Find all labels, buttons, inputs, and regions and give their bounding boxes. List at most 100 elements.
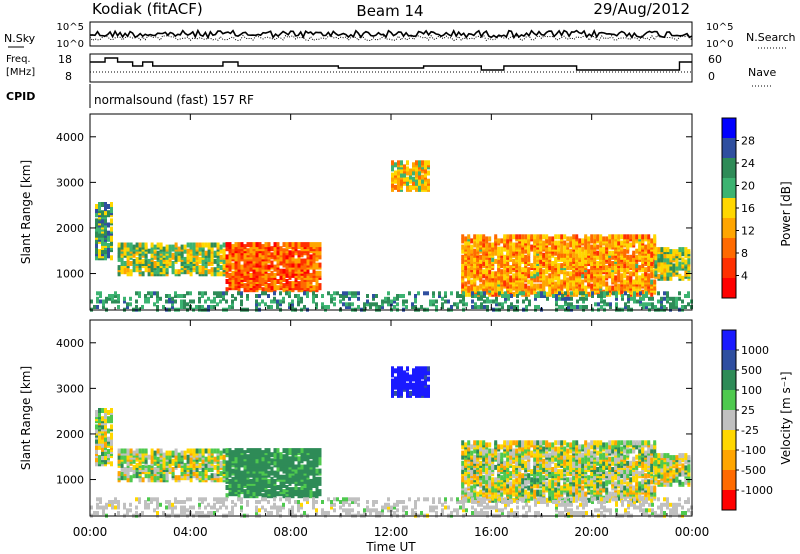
power-cell-2 [228, 254, 232, 260]
power-cell-near [204, 291, 207, 296]
power-cell-near [396, 296, 399, 301]
power-cell-0 [95, 222, 98, 228]
power-cell-near [675, 302, 678, 307]
velocity-cell-0 [110, 440, 113, 446]
power-cell-1 [171, 261, 175, 266]
power-cell-4 [536, 271, 540, 277]
power-cell-2 [252, 281, 256, 287]
velocity-cell-4 [482, 448, 486, 454]
power-cell-near [603, 294, 606, 298]
power-cell-4 [653, 279, 657, 285]
power-cell-4 [482, 279, 486, 285]
power-cell-2 [297, 256, 301, 262]
power-cell-near [216, 302, 219, 307]
velocity-cell-2 [228, 472, 232, 478]
power-cell-1 [132, 267, 136, 273]
power-cell-near [567, 305, 570, 309]
velocity-cell-3 [412, 376, 415, 382]
power-cell-near [156, 296, 159, 301]
velocity-cell-2 [285, 474, 289, 480]
velocity-cell-1 [177, 462, 181, 468]
power-cell-near [342, 302, 345, 307]
velocity-cell-1 [162, 456, 166, 462]
power-cell-4 [620, 240, 624, 246]
power-cell-4 [509, 252, 513, 258]
velocity-cell-2 [243, 489, 247, 495]
velocity-cell-2 [306, 489, 310, 495]
velocity-cell-4 [482, 479, 486, 485]
velocity-cell-4 [473, 454, 477, 460]
power-cell-near [627, 294, 630, 298]
velocity-cell-2 [249, 448, 253, 454]
power-cell-4 [581, 287, 585, 293]
power-cell-4 [560, 244, 564, 250]
power-cell-2 [276, 285, 280, 291]
power-cell-near [126, 305, 129, 309]
velocity-cell-2 [288, 487, 292, 493]
velocity-cell-2 [279, 452, 283, 458]
velocity-cell-4 [557, 469, 561, 475]
velocity-cell-0 [107, 428, 110, 434]
power-cell-near [246, 296, 249, 301]
velocity-cell-2 [309, 460, 313, 466]
velocity-cell-1 [207, 448, 211, 454]
power-cell-4 [470, 265, 474, 271]
power-cell-4 [518, 261, 522, 266]
power-cell-near [291, 299, 294, 304]
power-cell-near [585, 294, 588, 298]
power-cell-1 [123, 261, 127, 266]
power-cell-3 [421, 182, 424, 188]
velocity-cell-4 [539, 440, 543, 446]
power-cell-near [600, 296, 603, 301]
power-cell-near [285, 291, 288, 296]
velocity-cell-1 [201, 467, 205, 472]
velocity-cell-4 [506, 487, 510, 493]
power-cell-1 [189, 256, 193, 262]
power-cell-near [210, 299, 213, 304]
power-cell-2 [237, 248, 241, 254]
power-cell-near [210, 305, 213, 309]
power-cell-4 [626, 254, 630, 260]
power-cell-4 [623, 263, 627, 269]
power-cell-0 [104, 206, 107, 212]
velocity-cell-4 [485, 442, 489, 448]
velocity-cell-4 [512, 464, 516, 470]
velocity-cell-2 [231, 450, 235, 456]
power-cell-5 [663, 257, 667, 263]
power-cell-3 [424, 168, 427, 174]
power-cell-4 [506, 277, 510, 283]
power-cell-2 [297, 242, 301, 248]
power-cell-2 [318, 250, 322, 256]
velocity-cell-4 [545, 497, 549, 503]
power-cell-4 [464, 269, 468, 275]
velocity-cell-2 [294, 491, 298, 497]
power-cell-2 [258, 274, 262, 280]
power-cell-near [681, 305, 684, 309]
power-cell-near [102, 305, 105, 309]
power-cell-4 [641, 234, 645, 240]
power-cell-1 [144, 242, 148, 248]
power-cell-4 [515, 263, 519, 269]
power-cell-near [660, 296, 663, 301]
power-cell-1 [168, 252, 172, 258]
velocity-cell-3 [406, 376, 409, 382]
power-cell-4 [548, 289, 552, 295]
velocity-cell-2 [315, 476, 319, 482]
power-cell-2 [291, 281, 295, 287]
power-cell-1 [222, 258, 226, 264]
power-cell-0 [101, 218, 104, 224]
power-cell-near [207, 296, 210, 301]
power-cell-4 [623, 267, 627, 273]
power-cell-1 [156, 242, 160, 248]
power-cell-2 [297, 285, 301, 291]
velocity-cell-2 [261, 493, 265, 499]
velocity-cell-0 [95, 461, 98, 467]
power-cell-1 [168, 244, 172, 250]
power-cell-near [153, 291, 156, 296]
power-cell-near [537, 291, 540, 296]
power-cell-1 [120, 256, 124, 262]
power-cell-4 [545, 275, 549, 281]
power-cell-3 [412, 162, 415, 168]
power-cell-4 [500, 256, 504, 262]
velocity-cell-4 [530, 477, 534, 483]
